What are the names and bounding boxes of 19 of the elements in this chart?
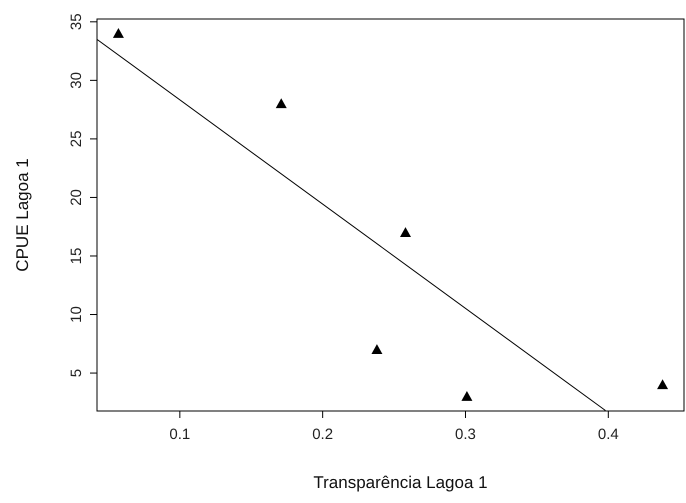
x-tick-label: 0.3 — [455, 426, 476, 443]
point — [112, 28, 124, 38]
x-tick-label: 0.1 — [169, 426, 190, 443]
y-tick-label: 5 — [68, 368, 85, 378]
y-tick-label: 35 — [68, 13, 85, 30]
x-axis-title: Transparência Lagoa 1 — [313, 473, 488, 492]
point — [276, 98, 287, 108]
y-tick-label: 25 — [68, 130, 85, 148]
y-tick-label: 30 — [68, 72, 85, 89]
point — [461, 390, 472, 401]
y-tick-label: 20 — [68, 189, 85, 206]
point — [371, 344, 382, 354]
point — [657, 379, 668, 390]
y-tick-label: 10 — [68, 306, 85, 323]
x-tick-label: 0.2 — [312, 426, 334, 443]
point — [400, 227, 411, 237]
y-axis-title: CPUE Lagoa 1 — [13, 158, 32, 272]
y-tick-label: 15 — [68, 248, 85, 264]
x-tick-label: 0.4 — [598, 426, 619, 443]
